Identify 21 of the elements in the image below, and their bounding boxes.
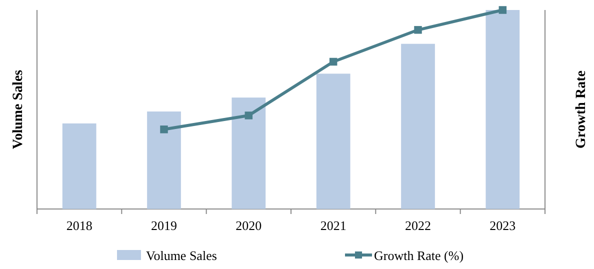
point bbox=[414, 26, 422, 34]
x-tick-label: 2021 bbox=[320, 218, 346, 234]
y2-axis-title: Growth Rate bbox=[574, 70, 589, 148]
point bbox=[498, 6, 507, 14]
bar bbox=[316, 74, 350, 209]
legend-label: Growth Rate (%) bbox=[374, 248, 464, 263]
bar bbox=[62, 123, 96, 209]
bar bbox=[486, 10, 520, 209]
x-tick-label: 2023 bbox=[490, 218, 516, 234]
x-tick-label: 2019 bbox=[151, 218, 177, 234]
x-tick-label: 2020 bbox=[236, 218, 262, 234]
legend-label: Volume Sales bbox=[146, 248, 217, 263]
y-axis-title: Volume Sales bbox=[11, 69, 26, 150]
point bbox=[160, 126, 168, 134]
x-tick-label: 2022 bbox=[405, 218, 431, 234]
point bbox=[244, 112, 253, 120]
point bbox=[329, 58, 338, 66]
x-tick-label: 2018 bbox=[66, 218, 92, 234]
bar bbox=[401, 44, 435, 209]
bar bbox=[147, 111, 181, 209]
bar bbox=[232, 98, 266, 209]
